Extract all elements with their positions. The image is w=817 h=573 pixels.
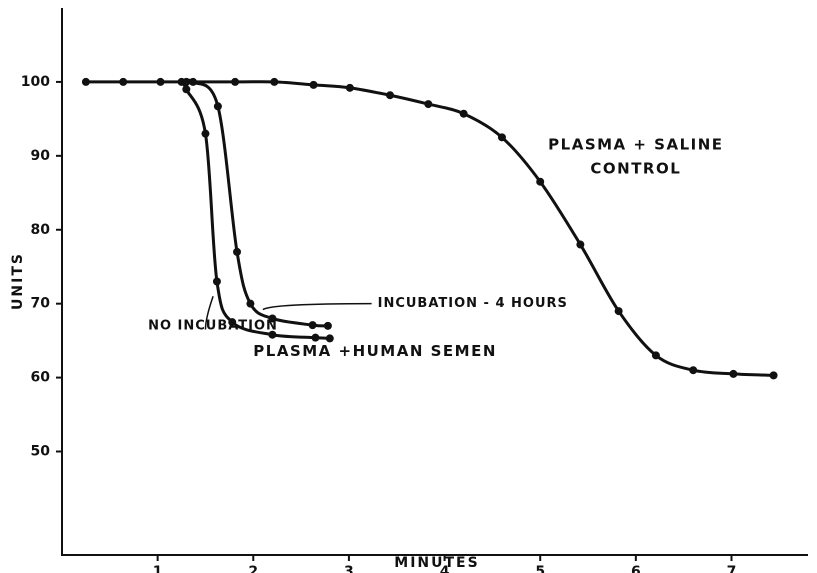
x-tick-label: 1 xyxy=(153,564,163,573)
point xyxy=(769,371,778,380)
point xyxy=(651,351,660,360)
point xyxy=(189,77,198,86)
point xyxy=(270,77,279,86)
x-tick-label: 3 xyxy=(344,564,354,573)
point xyxy=(576,240,585,249)
point xyxy=(119,77,128,86)
point xyxy=(212,277,221,286)
point xyxy=(246,299,255,308)
point xyxy=(231,77,240,86)
point xyxy=(228,318,237,327)
point xyxy=(459,109,468,118)
x-tick-label: 5 xyxy=(535,564,545,573)
point xyxy=(182,85,191,94)
x-axis-label: MINUTES xyxy=(394,555,479,571)
point xyxy=(614,307,623,316)
y-tick-label: 100 xyxy=(21,74,50,90)
annotation: PLASMA +HUMAN SEMEN xyxy=(253,342,497,360)
y-tick-label: 50 xyxy=(31,444,51,460)
arrow xyxy=(204,296,214,330)
y-tick-label: 90 xyxy=(31,148,51,164)
point xyxy=(213,102,222,111)
curve xyxy=(185,78,328,328)
point xyxy=(729,369,738,378)
point xyxy=(268,314,277,323)
point xyxy=(323,321,332,330)
x-tick-label: 4 xyxy=(440,564,450,573)
point xyxy=(497,133,506,142)
point xyxy=(345,83,354,92)
arrow xyxy=(262,302,372,311)
point xyxy=(536,177,545,186)
point xyxy=(386,91,395,100)
point xyxy=(182,77,191,86)
x-tick-label: 6 xyxy=(631,564,641,573)
y-axis-label: UNITS xyxy=(10,252,26,310)
point xyxy=(311,333,320,342)
y-tick-label: 80 xyxy=(31,222,51,238)
point xyxy=(309,80,318,89)
axes xyxy=(61,8,808,556)
x-tick-label: 7 xyxy=(727,564,737,573)
annotation: NO INCUBATION xyxy=(148,318,278,333)
y-tick-label: 70 xyxy=(31,296,51,312)
point xyxy=(201,129,210,138)
point xyxy=(233,247,242,256)
point xyxy=(81,77,90,86)
annotation: INCUBATION - 4 HOURS xyxy=(378,296,568,311)
point xyxy=(268,330,277,339)
annotation: PLASMA + SALINE xyxy=(548,135,723,153)
point xyxy=(308,321,317,330)
y-tick-label: 60 xyxy=(31,370,51,386)
point xyxy=(325,334,334,343)
x-tick-label: 2 xyxy=(248,564,258,573)
curve xyxy=(180,80,330,340)
point xyxy=(156,77,165,86)
point xyxy=(424,100,433,109)
annotation: CONTROL xyxy=(590,160,681,178)
point xyxy=(689,366,698,375)
